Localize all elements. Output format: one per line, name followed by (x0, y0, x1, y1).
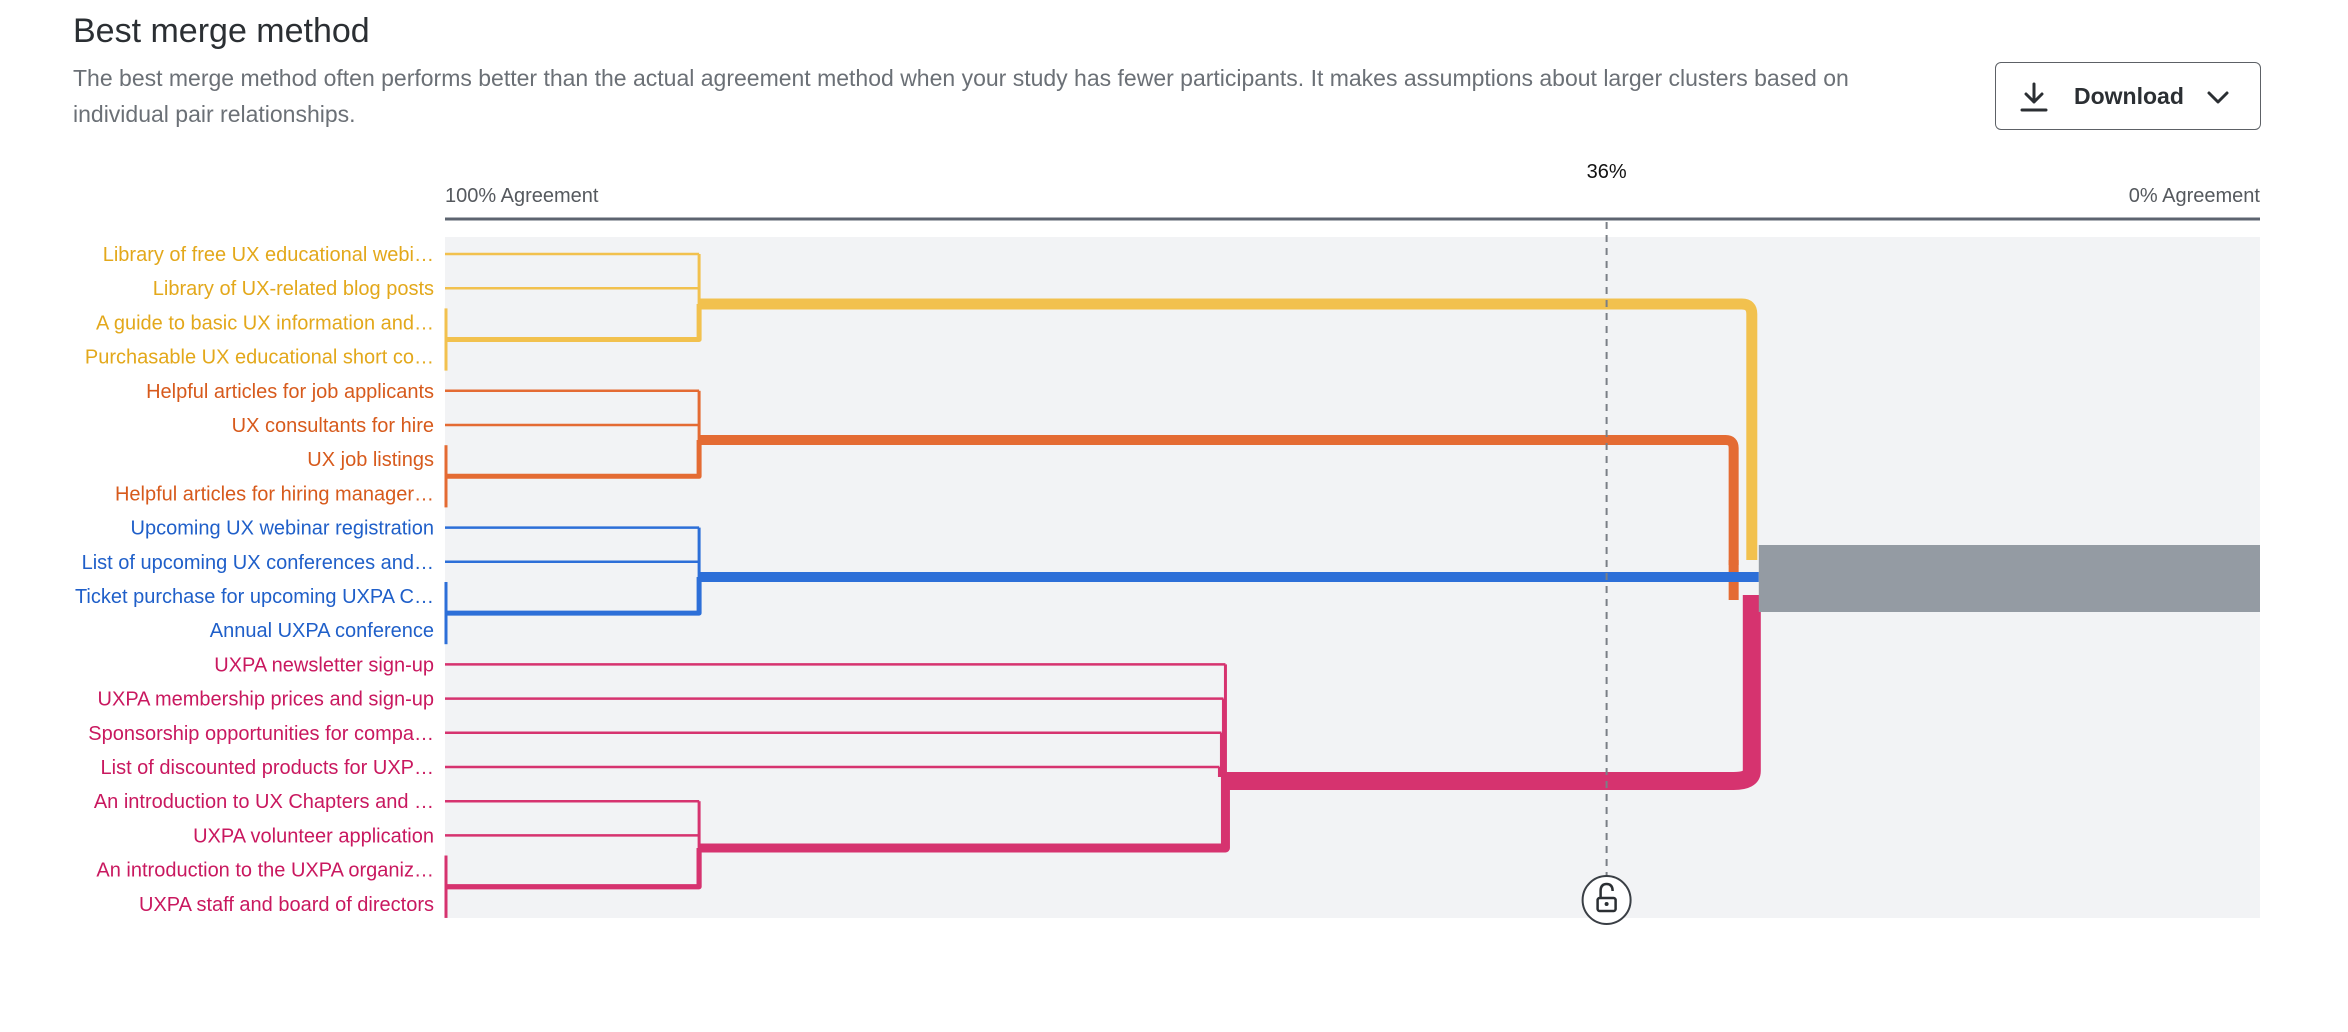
leaf-label: UXPA volunteer application (193, 825, 434, 847)
merge-branch (445, 304, 702, 342)
cutoff-label: 36% (1587, 161, 1627, 183)
merged-cluster-bar (1758, 545, 2260, 612)
cluster-branch-orange (699, 435, 1739, 565)
leaf-label: UX job listings (307, 449, 434, 471)
cluster-branch-yellow (699, 298, 1758, 560)
download-button[interactable]: Download (1995, 62, 2261, 130)
leaf-label: Ticket purchase for upcoming UXPA C… (75, 586, 434, 608)
x-axis-left-label: 100% Agreement (445, 185, 599, 207)
x-axis-right-label: 0% Agreement (2129, 185, 2261, 207)
download-button-label: Download (2074, 83, 2184, 109)
leaf-label: Helpful articles for hiring manager… (115, 483, 434, 505)
leaf-label: Library of free UX educational webi… (103, 244, 434, 266)
leaf-label: Upcoming UX webinar registration (131, 518, 434, 540)
leaf-label: An introduction to the UXPA organiz… (96, 860, 434, 882)
leaf-label: Helpful articles for job applicants (146, 381, 434, 403)
page-description: The best merge method often performs bet… (73, 65, 1849, 127)
leaf-label: UX consultants for hire (232, 415, 434, 437)
leaf-label: Library of UX-related blog posts (153, 278, 434, 300)
leaf-label: A guide to basic UX information and… (96, 312, 434, 334)
leaf-label: UXPA membership prices and sign-up (98, 689, 434, 711)
leaf-label: Sponsorship opportunities for compa… (88, 723, 434, 745)
merge-branch (445, 577, 702, 616)
cluster-branch-pink (1225, 595, 1761, 790)
merge-branch (445, 440, 702, 479)
leaf-label: Purchasable UX educational short co… (85, 347, 434, 369)
leaf-label: UXPA staff and board of directors (139, 894, 434, 916)
merge-branch (445, 848, 702, 890)
page-title: Best merge method (73, 12, 370, 50)
merge-branch (699, 777, 1230, 853)
leaf-label: UXPA newsletter sign-up (214, 654, 434, 676)
chevron-down-icon (2207, 91, 2229, 104)
leaf-label: List of discounted products for UXP… (101, 757, 435, 779)
leaf-label: Annual UXPA conference (210, 620, 434, 642)
download-icon (2020, 82, 2048, 112)
lock-icon (1581, 875, 1632, 925)
leaf-label: List of upcoming UX conferences and… (82, 552, 434, 574)
leaf-label: An introduction to UX Chapters and … (94, 791, 434, 813)
